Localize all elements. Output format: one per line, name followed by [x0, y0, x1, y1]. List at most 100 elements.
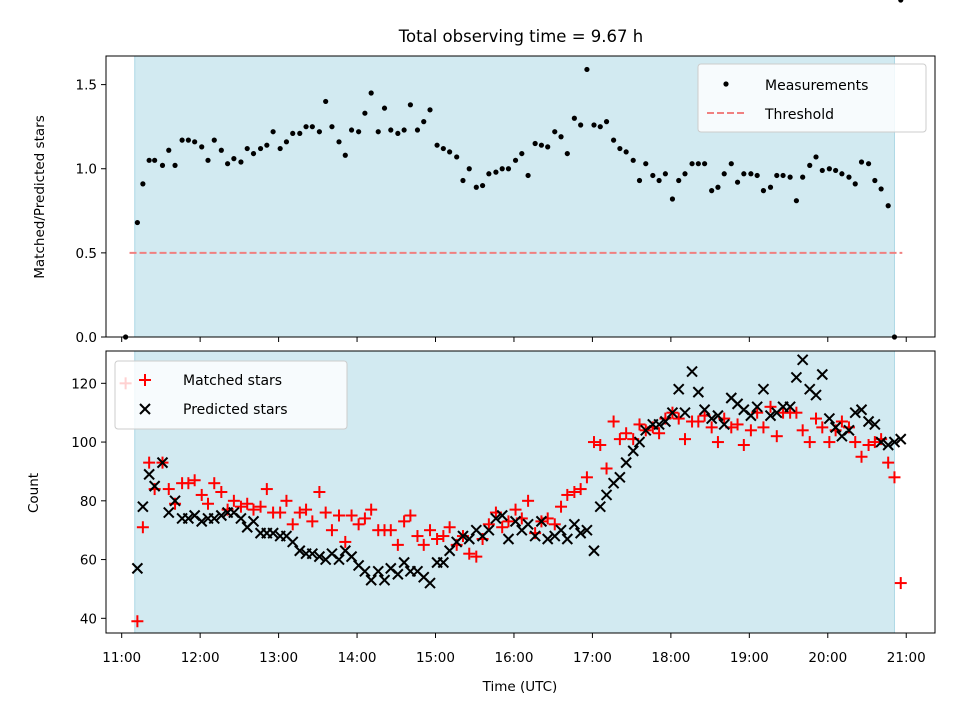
predicted-star-point: [490, 512, 502, 525]
measurement-point: [499, 166, 505, 172]
measurement-point: [676, 177, 682, 184]
matched-star-point: [522, 494, 535, 507]
predicted-star-x-b: [182, 512, 195, 525]
x-tick-label: 20:00: [808, 650, 847, 666]
bottom-legend: Matched stars Predicted stars: [114, 360, 348, 430]
matched-star-point: [868, 436, 881, 449]
measurement-point: [250, 150, 257, 157]
matched-star-point: [620, 427, 633, 440]
measurement-point: [414, 127, 421, 133]
measurement-point: [610, 137, 617, 143]
measurement-point: [603, 119, 610, 125]
top-y-tick-label: 1.0: [76, 162, 97, 178]
measurement-point: [643, 161, 649, 167]
matched-star-point: [803, 436, 816, 449]
measurement-point: [348, 127, 355, 133]
measurement-point: [244, 145, 250, 152]
measurement-point: [538, 142, 545, 148]
predicted-star-point: [823, 412, 836, 425]
measurement-point: [205, 157, 211, 163]
measurement-point: [709, 188, 715, 194]
matched-star-point: [384, 524, 397, 537]
measurement-point: [309, 124, 315, 130]
matched-star-point: [764, 400, 777, 413]
predicted-star-x-b: [849, 406, 861, 419]
predicted-star-x-b: [718, 418, 730, 431]
measurement-point: [728, 161, 734, 167]
measurement-point: [807, 162, 813, 168]
predicted-star-point: [463, 533, 475, 545]
measurement-point: [748, 171, 754, 177]
measurement-point: [741, 171, 747, 177]
measurement-point: [303, 124, 309, 130]
predicted-star-x-b: [490, 512, 502, 525]
matched-star-point: [325, 524, 338, 537]
measurement-point: [839, 171, 845, 177]
predicted-star-x-b: [483, 524, 495, 536]
predicted-star-point: [529, 530, 541, 542]
predicted-star-x-b: [561, 533, 574, 545]
predicted-star-x-b: [378, 574, 391, 586]
measurement-point: [179, 137, 185, 143]
predicted-star-x-b: [418, 571, 430, 583]
measurement-point: [800, 174, 806, 180]
matched-star-point: [849, 436, 862, 449]
predicted-star-x-b: [673, 383, 685, 395]
matched-star-point: [306, 515, 319, 528]
predicted-star-x-b: [816, 368, 828, 381]
measurement-point: [427, 107, 433, 113]
predicted-star-x-b: [588, 545, 600, 557]
measurement-point: [584, 66, 590, 73]
matched-star-point: [352, 518, 365, 531]
predicted-star-x-b: [509, 515, 522, 528]
top-chart-title: Total observing time = 9.67 h: [398, 27, 643, 46]
measurement-point: [682, 171, 688, 177]
matched-star-point: [404, 509, 417, 522]
measurement-point: [434, 142, 440, 148]
measurement-point: [257, 145, 264, 152]
matched-star-point: [633, 418, 646, 431]
predicted-star-point: [620, 456, 632, 469]
predicted-star-x-b: [235, 512, 247, 525]
predicted-star-x-b: [875, 436, 887, 448]
predicted-star-point: [600, 489, 613, 501]
x-axis-label: Time (UTC): [482, 679, 558, 695]
x-tick-label: 15:00: [416, 650, 455, 666]
top-panel: Total observing time = 9.67 h 0.0 0.5 1.0 1…: [32, 0, 936, 346]
matched-star-point: [548, 518, 561, 531]
predicted-star-x-b: [541, 533, 554, 545]
predicted-star-point: [666, 406, 679, 419]
measurement-point: [878, 186, 884, 192]
predicted-star-point: [849, 406, 861, 419]
predicted-star-x-b: [620, 456, 632, 469]
predicted-star-x-b: [313, 550, 326, 563]
predicted-star-x-b: [843, 424, 855, 437]
measurement-point: [225, 161, 231, 167]
predicted-star-point: [718, 418, 730, 431]
matched-star-point: [443, 521, 456, 534]
matched-star-point: [731, 418, 744, 431]
predicted-star-point: [581, 524, 593, 536]
measurement-point: [578, 122, 584, 128]
predicted-star-x-b: [738, 404, 750, 416]
predicted-star-x-b: [228, 506, 240, 519]
predicted-star-x-b: [633, 436, 646, 448]
measurement-point: [336, 139, 342, 145]
matched-star-point: [600, 462, 613, 475]
measurement-point: [375, 129, 381, 135]
predicted-star-x-b: [764, 409, 777, 422]
measurement-point: [767, 184, 774, 190]
predicted-star-point: [306, 547, 319, 560]
matched-star-point: [463, 547, 476, 560]
measurement-point: [754, 172, 760, 179]
matched-star-point: [568, 486, 581, 498]
predicted-star-point: [137, 500, 149, 513]
predicted-star-point: [614, 471, 626, 484]
predicted-star-x-b: [698, 404, 711, 416]
predicted-star-point: [148, 480, 161, 492]
predicted-star-point: [378, 574, 391, 586]
measurement-point: [780, 172, 786, 179]
matched-star-point: [215, 486, 228, 498]
predicted-star-x-b: [188, 509, 201, 522]
matched-star-point: [254, 500, 267, 513]
